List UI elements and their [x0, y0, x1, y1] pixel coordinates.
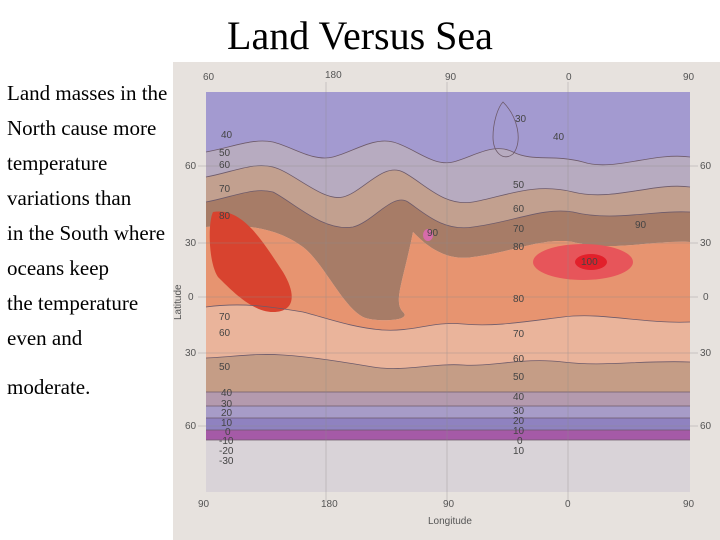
isotherm-label: 0 — [225, 427, 231, 438]
band-70 — [206, 304, 690, 369]
tick-right: 0 — [703, 292, 709, 303]
body-text: Land masses in the North cause more temp… — [7, 76, 199, 405]
hot-spot-label: 90 — [427, 228, 439, 239]
tick-right: 30 — [700, 348, 712, 359]
isotherm-label: 80 — [219, 211, 231, 222]
isotherm-loop — [492, 101, 519, 158]
band-60 — [206, 190, 690, 321]
isotherm-label: 50 — [219, 148, 231, 159]
body-line: temperature — [7, 151, 108, 175]
hot-spot-100 — [575, 254, 607, 270]
band-antarctic — [206, 440, 690, 492]
tick-left: 0 — [188, 292, 194, 303]
isotherm-label: 70 — [513, 224, 525, 235]
tick-left: 30 — [185, 348, 197, 359]
temperature-map: 60 180 90 0 90 90 180 90 0 90 60 30 0 30… — [173, 62, 720, 540]
isotherm-line — [205, 140, 691, 166]
isotherm-label: 60 — [513, 354, 525, 365]
isotherm-label: -20 — [219, 446, 234, 457]
isotherm-line — [205, 354, 691, 369]
tick-bottom: 90 — [198, 499, 210, 510]
tick-bottom: 90 — [443, 499, 455, 510]
hot-spot-label: 100 — [581, 257, 598, 268]
hot-spot-label: 90 — [635, 220, 647, 231]
band-40 — [206, 140, 690, 203]
isotherm-label: 40 — [221, 130, 233, 141]
band-cold-north — [206, 92, 690, 165]
isotherm-label: 70 — [219, 184, 231, 195]
isotherm-label: 40 — [553, 132, 565, 143]
tick-right: 60 — [700, 161, 712, 172]
band-20-south — [206, 406, 690, 418]
isotherm-label: 80 — [513, 294, 525, 305]
isotherm-label: 20 — [221, 408, 233, 419]
isotherm-label: 10 — [513, 446, 525, 457]
isotherm-label: -10 — [219, 436, 234, 447]
tick-top: 90 — [683, 72, 695, 83]
tick-right: 30 — [700, 238, 712, 249]
isotherm-label: -30 — [219, 456, 234, 467]
isotherm-label: 80 — [513, 242, 525, 253]
body-line: the temperature — [7, 291, 139, 315]
tick-bottom: 90 — [683, 499, 695, 510]
isotherm-lines — [205, 101, 691, 441]
isotherm-label: 30 — [221, 399, 233, 410]
isotherm-label: 60 — [219, 160, 231, 171]
band-minus10-south — [206, 430, 690, 440]
isotherm-label: 50 — [513, 372, 525, 383]
tick-top: 0 — [566, 72, 572, 83]
isotherm-label: 30 — [515, 114, 527, 125]
isotherm-label: 20 — [513, 416, 525, 427]
hot-region-north-africa — [209, 211, 292, 312]
isotherm-label: 60 — [219, 328, 231, 339]
band-40-south — [206, 392, 690, 406]
tick-left: 60 — [185, 421, 197, 432]
x-axis-title: Longitude — [428, 516, 472, 527]
isotherm-line — [205, 165, 691, 204]
band-0-south — [206, 418, 690, 430]
band-50 — [206, 165, 690, 228]
body-line: even and — [7, 326, 83, 350]
isotherm-line — [205, 304, 691, 331]
tick-left: 60 — [185, 161, 197, 172]
isotherm-label: 0 — [517, 436, 523, 447]
slide-title: Land Versus Sea — [227, 13, 493, 58]
isotherm-label: 30 — [513, 406, 525, 417]
grid-lines — [198, 82, 698, 502]
tick-top: 90 — [445, 72, 457, 83]
isotherm-label: 60 — [513, 204, 525, 215]
tick-top: 60 — [203, 72, 215, 83]
body-line: variations than — [7, 186, 132, 210]
temperature-map-svg: 60 180 90 0 90 90 180 90 0 90 60 30 0 30… — [173, 62, 720, 540]
isotherm-label: 10 — [221, 418, 233, 429]
body-line: North cause more — [7, 116, 157, 140]
tick-left: 30 — [185, 238, 197, 249]
body-line: Land masses in the — [7, 81, 168, 105]
body-line-last: moderate. — [7, 375, 91, 399]
isotherm-line — [205, 190, 691, 229]
isotherm-label: 50 — [219, 362, 231, 373]
body-line: in the South where — [7, 221, 166, 245]
y-axis-title: Latitude — [173, 284, 184, 320]
isotherm-label: 50 — [513, 180, 525, 191]
isotherm-label: 40 — [221, 388, 233, 399]
isotherm-label: 40 — [513, 392, 525, 403]
isotherm-label: 10 — [513, 426, 525, 437]
isotherm-label: 70 — [219, 312, 231, 323]
isotherm-label: 70 — [513, 329, 525, 340]
body-line: oceans keep — [7, 256, 110, 280]
tick-bottom: 0 — [565, 499, 571, 510]
isotherm-line — [206, 391, 690, 441]
hot-spot-90 — [423, 229, 433, 241]
tick-bottom: 180 — [321, 499, 338, 510]
tick-top: 180 — [325, 70, 342, 81]
band-60-south — [206, 354, 690, 392]
tick-right: 60 — [700, 421, 712, 432]
